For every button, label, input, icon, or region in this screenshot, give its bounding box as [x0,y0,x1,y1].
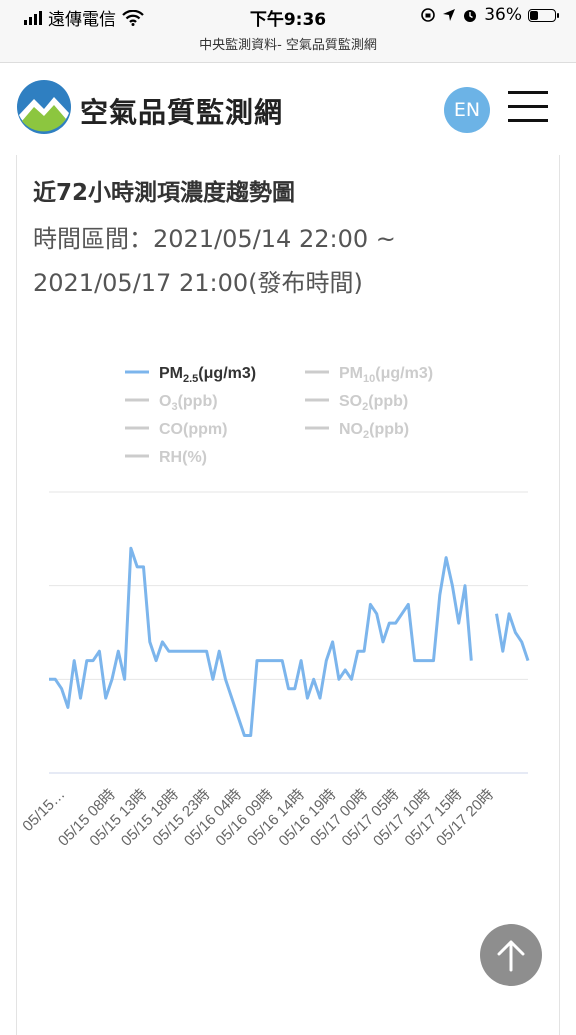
battery-level [530,10,539,20]
mountain-logo-icon[interactable] [16,79,72,135]
legend-item-6[interactable]: RH(%) [159,449,207,466]
legend-item-5[interactable]: NO2(ppb) [339,421,409,441]
status-right: 36% [420,5,559,25]
language-button[interactable]: EN [444,87,490,133]
x-tick-label: 05/15… [19,786,68,835]
legend-item-3[interactable]: SO2(ppb) [339,393,408,413]
site-header: 空氣品質監測網 EN [0,63,576,155]
legend-item-2[interactable]: O3(ppb) [159,393,218,413]
scroll-top-button[interactable] [480,924,542,986]
url-bar[interactable]: 中央監測資料- 空氣品質監測網 [0,32,576,63]
orientation-lock-icon [421,8,436,22]
battery-percent: 36% [484,5,522,25]
legend-item-4[interactable]: CO(ppm) [159,421,227,438]
series-line-pm25 [49,546,530,737]
arrow-up-icon [497,940,525,972]
legend-item-1[interactable]: PM10(μg/m3) [339,365,433,385]
time-range: 時間區間：2021/05/14 22:00 ~ 2021/05/17 21:00… [33,217,533,305]
signal-icon [24,10,42,25]
carrier-label: 遠傳電信 [48,10,116,30]
time-range-line-2: 2021/05/17 21:00(發布時間) [33,269,363,297]
hamburger-menu-icon[interactable] [508,89,548,125]
site-title[interactable]: 空氣品質監測網 [80,96,284,129]
chart-card: 近72小時測項濃度趨勢圖 時間區間：2021/05/14 22:00 ~ 202… [16,155,560,1035]
location-icon [443,9,456,21]
trend-chart: PM2.5(μg/m3) PM10(μg/m3) O3(ppb) SO2(ppb) CO… [19,365,530,850]
status-bar: 遠傳電信 下午9:36 36% [0,0,576,32]
status-left: 遠傳電信 [24,5,144,30]
alarm-icon [464,10,477,22]
chart-card-title: 近72小時測項濃度趨勢圖 [33,180,296,206]
battery-icon [528,8,559,22]
wifi-icon [122,9,144,26]
time-range-line-1: 時間區間：2021/05/14 22:00 ~ [33,225,396,253]
legend-item-0[interactable]: PM2.5(μg/m3) [159,365,256,385]
